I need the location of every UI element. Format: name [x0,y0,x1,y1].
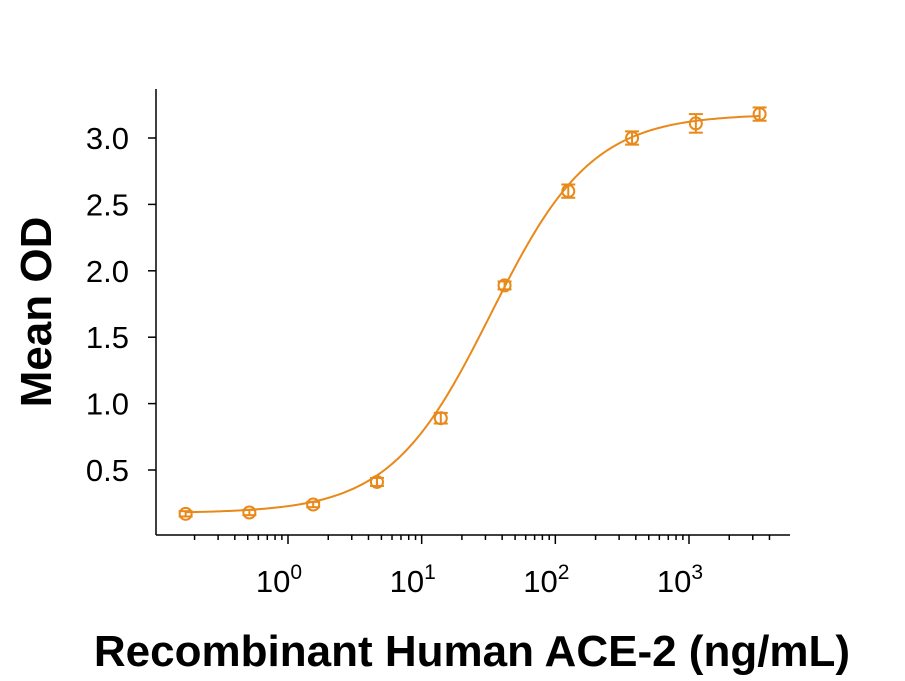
x-tick-label-base: 10 [390,564,424,599]
y-axis-title: Mean OD [12,217,61,408]
data-point [752,107,767,122]
x-tick-label: 100 [256,561,302,599]
x-tick-label: 102 [523,561,569,599]
x-axis-title: Recombinant Human ACE-2 (ng/mL) [94,627,850,676]
x-tick-label-base: 10 [657,564,691,599]
y-tick-label: 3.0 [86,121,129,156]
data-point [433,411,448,426]
data-point [688,116,703,131]
series-layer [178,106,767,521]
series [178,106,767,521]
data-point [369,474,384,489]
y-tick-label: 2.0 [86,254,129,289]
x-tick-label-exponent: 2 [558,561,570,584]
data-point [561,184,576,199]
y-ticks: 0.5 1.0 1.5 2.0 2.5 3.0 [86,121,156,488]
y-tick-label: 0.5 [86,453,129,488]
x-tick-label: 101 [390,561,436,599]
x-tick-label-exponent: 0 [290,561,302,584]
x-ticks: 100 101 102 103 [193,535,771,599]
data-point [306,497,321,512]
x-tick-label-base: 10 [256,564,290,599]
x-tick-label-exponent: 3 [691,561,703,584]
y-tick-label: 1.0 [86,387,129,422]
fit-curve [185,115,760,514]
x-tick-label: 103 [657,561,703,599]
y-tick-label: 2.5 [86,187,129,222]
data-point [178,506,193,521]
x-axis: 100 101 102 103 [156,534,790,599]
x-tick-label-exponent: 1 [424,561,436,584]
data-point [497,278,512,293]
data-point [242,505,257,520]
y-tick-label: 1.5 [86,320,129,355]
data-point [625,131,640,145]
y-axis: 0.5 1.0 1.5 2.0 2.5 3.0 [86,89,157,535]
x-tick-label-base: 10 [523,564,557,599]
